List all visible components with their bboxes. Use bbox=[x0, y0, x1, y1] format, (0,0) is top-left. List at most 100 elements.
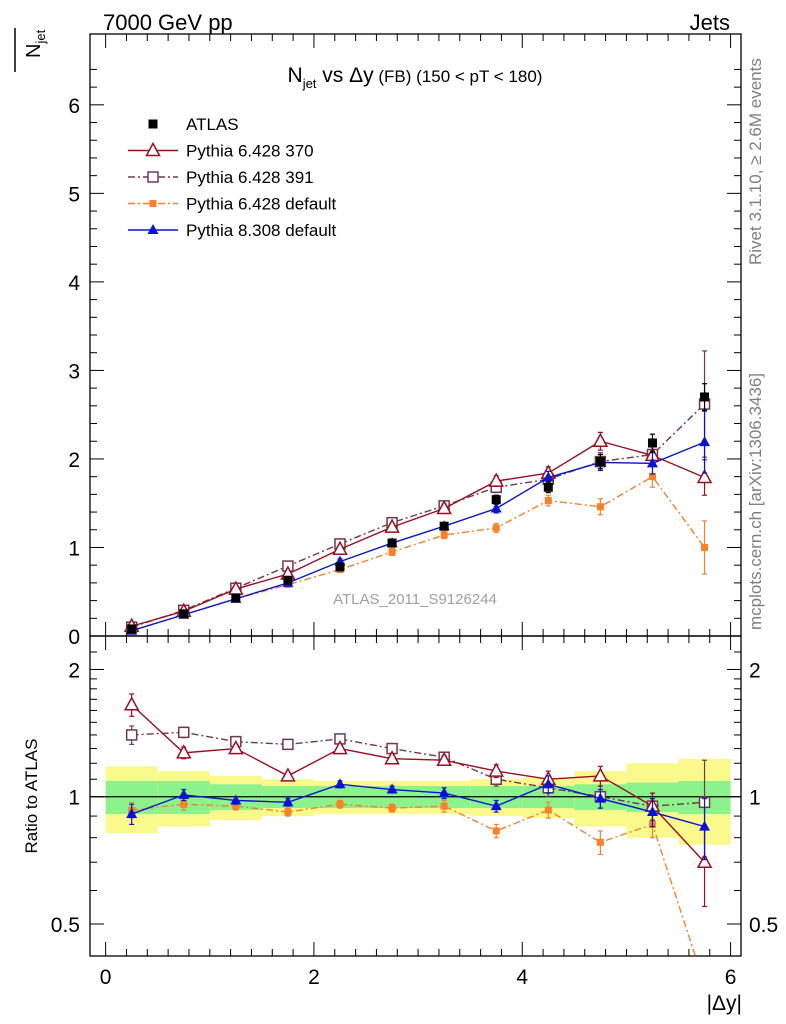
main-point-atlas bbox=[179, 609, 189, 619]
main-point-p6def bbox=[544, 497, 552, 505]
y-tick-label: 5 bbox=[68, 183, 80, 206]
ratio-y-tick-label-right: 2 bbox=[749, 659, 761, 682]
ratio-point-p6def bbox=[232, 802, 240, 810]
ratio-point-p8def bbox=[334, 778, 346, 789]
main-point-p6def bbox=[492, 524, 500, 532]
ratio-line-p391 bbox=[131, 731, 705, 807]
y-tick-label: 3 bbox=[68, 360, 80, 383]
svg-text:Njet: Njet bbox=[23, 29, 48, 58]
y-tick-label: 0 bbox=[68, 626, 80, 649]
ratio-point-p8def bbox=[282, 796, 294, 807]
legend-item-p370: Pythia 6.428 370 bbox=[128, 142, 314, 161]
main-line-p6def bbox=[131, 475, 706, 632]
ratio-point-p370 bbox=[592, 767, 609, 782]
main-series-atlas bbox=[127, 383, 710, 634]
ratio-point-p8def bbox=[646, 806, 658, 817]
main-point-p6def bbox=[648, 473, 656, 481]
main-point-p6def bbox=[701, 543, 709, 551]
main-series-p6def bbox=[128, 465, 709, 635]
ratio-point-p8def bbox=[699, 820, 711, 831]
x-tick-label: 0 bbox=[100, 966, 112, 989]
main-point-atlas bbox=[283, 575, 293, 585]
legend-label-atlas: ATLAS bbox=[186, 115, 239, 134]
ratio-y-tick-label-left: 1 bbox=[68, 787, 80, 810]
y-tick-label: 2 bbox=[68, 449, 80, 472]
ratio-point-p8def bbox=[542, 778, 554, 789]
header-right-label: Jets bbox=[690, 10, 730, 35]
ratio-point-p8def bbox=[178, 788, 190, 799]
chart-title: Njet vs Δy (FB) (150 < pT < 180) bbox=[288, 64, 543, 91]
ratio-point-p8def bbox=[594, 792, 606, 803]
main-point-atlas bbox=[543, 482, 553, 492]
ratio-point-p370 bbox=[488, 762, 504, 777]
ratio-y-tick-label-left: 0.5 bbox=[51, 914, 80, 937]
main-y-axis-label: Njet bbox=[14, 28, 48, 72]
y-tick-label: 1 bbox=[68, 537, 80, 560]
ratio-x-ticks: 0 2 4 6 bbox=[100, 636, 737, 989]
ratio-point-p8def bbox=[230, 794, 242, 805]
ratio-plot-panel: 0.5 0.5 1 1 2 2 0 2 4 6 bbox=[51, 635, 778, 989]
ratio-y-tick-label-right: 1 bbox=[749, 787, 761, 810]
main-point-p370 bbox=[592, 432, 609, 447]
ratio-line-p6def bbox=[131, 803, 697, 956]
legend-label-p8def: Pythia 8.308 default bbox=[186, 221, 337, 240]
legend: ATLAS Pythia 6.428 370 Pythia 6.428 391 Pyt… bbox=[128, 115, 337, 240]
ratio-line-p8def bbox=[131, 783, 705, 828]
main-point-atlas bbox=[387, 538, 397, 548]
main-point-p370 bbox=[384, 518, 400, 533]
header-left-label: 7000 GeV pp bbox=[103, 10, 233, 35]
main-point-atlas bbox=[231, 593, 241, 603]
main-point-p6def bbox=[596, 503, 604, 511]
main-point-atlas bbox=[700, 392, 710, 402]
ratio-point-p6def bbox=[440, 802, 448, 810]
main-point-atlas bbox=[595, 457, 605, 467]
main-point-p370 bbox=[436, 499, 452, 515]
ratio-point-p8def bbox=[386, 783, 398, 794]
ratio-point-p391 bbox=[125, 729, 138, 741]
rivet-version-label: Rivet 3.1.10, ≥ 2.6M events bbox=[746, 58, 765, 265]
mcplots-label: mcplots.cern.ch [arXiv:1306.3436] bbox=[746, 373, 765, 630]
ratio-point-p6def bbox=[544, 806, 552, 814]
main-point-atlas bbox=[127, 624, 137, 634]
ratio-y-tick-label-right: 0.5 bbox=[749, 914, 778, 937]
ratio-series-p8def bbox=[126, 775, 711, 861]
main-line-p391 bbox=[131, 403, 706, 628]
ratio-point-p6def bbox=[284, 808, 292, 816]
main-point-p6def bbox=[440, 531, 448, 539]
x-axis-label: |Δy| bbox=[707, 992, 742, 1015]
ratio-frame bbox=[89, 635, 742, 957]
ratio-point-p6def bbox=[336, 800, 344, 808]
ratio-point-p370 bbox=[332, 739, 348, 755]
ratio-y-axis-label: Ratio to ATLAS bbox=[22, 739, 41, 854]
ratio-point-p6def bbox=[388, 804, 396, 812]
ratio-point-p6def bbox=[596, 838, 604, 846]
ratio-point-p391 bbox=[177, 726, 190, 739]
legend-item-p8def: Pythia 8.308 default bbox=[128, 221, 337, 240]
legend-label-p6def: Pythia 6.428 default bbox=[186, 195, 337, 214]
main-y-ticks: 0 1 2 3 4 5 6 bbox=[68, 68, 741, 649]
main-point-p370 bbox=[332, 540, 348, 555]
main-point-atlas bbox=[335, 562, 345, 572]
ratio-line-p370 bbox=[131, 704, 706, 863]
x-tick-label: 6 bbox=[725, 966, 737, 989]
legend-item-p6def: Pythia 6.428 default bbox=[128, 195, 337, 214]
main-point-atlas bbox=[439, 521, 449, 531]
analysis-watermark: ATLAS_2011_S9126244 bbox=[333, 591, 497, 608]
legend-marker-atlas bbox=[148, 119, 158, 129]
main-point-atlas bbox=[647, 438, 657, 448]
x-tick-label: 2 bbox=[308, 966, 320, 989]
legend-label-p391: Pythia 6.428 391 bbox=[186, 168, 314, 187]
main-plot-panel: 0 1 2 3 4 5 6 bbox=[68, 33, 742, 649]
main-series-p391 bbox=[125, 350, 711, 633]
ratio-point-p8def bbox=[126, 808, 138, 819]
legend-marker-p6def bbox=[149, 200, 157, 207]
main-line-p8def bbox=[131, 441, 705, 632]
legend-item-p391: Pythia 6.428 391 bbox=[128, 168, 314, 187]
legend-marker-p391 bbox=[147, 171, 159, 183]
ratio-point-p8def bbox=[438, 787, 450, 798]
ratio-point-p370 bbox=[436, 751, 452, 766]
main-line-p370 bbox=[131, 440, 705, 627]
y-tick-label: 6 bbox=[68, 95, 80, 118]
main-x-ticks bbox=[105, 34, 732, 636]
ratio-point-p370 bbox=[384, 750, 400, 765]
